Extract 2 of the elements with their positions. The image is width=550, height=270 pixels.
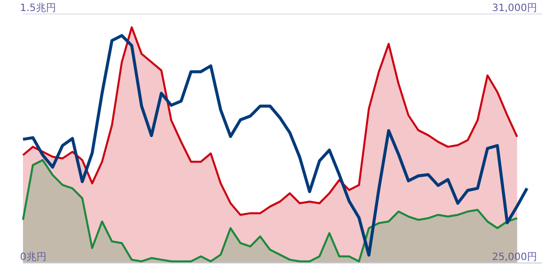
y-tick-label: 1.5兆円 [20, 2, 56, 14]
y2-tick-label: 31,000円 [492, 3, 537, 14]
